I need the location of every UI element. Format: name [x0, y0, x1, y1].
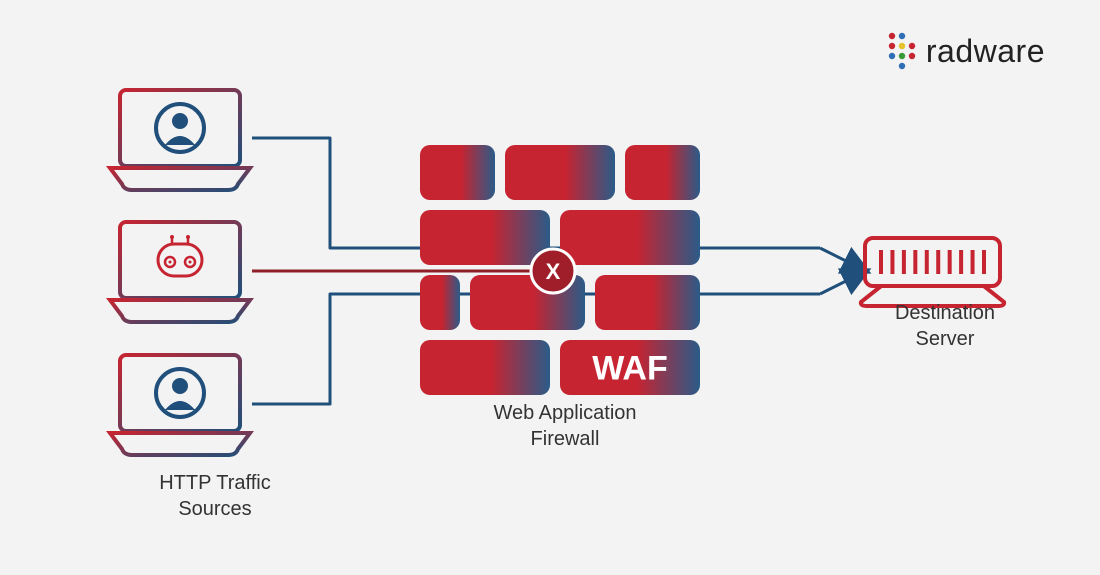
threat-laptop-icon [110, 222, 250, 322]
waf-text: WAF [592, 350, 668, 388]
waf-label: Web Application Firewall [455, 400, 675, 452]
user-connection [820, 271, 866, 294]
destination-server [861, 238, 1004, 306]
logo-text: radware [926, 33, 1045, 70]
logo-dots-icon [888, 32, 918, 70]
user-connection [820, 248, 866, 271]
user-laptop-icon [110, 90, 250, 190]
traffic-sources [110, 90, 250, 455]
sources-label: HTTP Traffic Sources [115, 470, 315, 522]
diagram-stage: radware WAFX HTTP Traffic Sources Web [0, 0, 1100, 575]
user-laptop-icon [110, 355, 250, 455]
block-icon: X [531, 249, 575, 293]
brand-logo: radware [888, 32, 1045, 70]
svg-text:X: X [546, 259, 561, 284]
server-icon [861, 238, 1004, 306]
destination-label: Destination Server [875, 300, 1015, 352]
